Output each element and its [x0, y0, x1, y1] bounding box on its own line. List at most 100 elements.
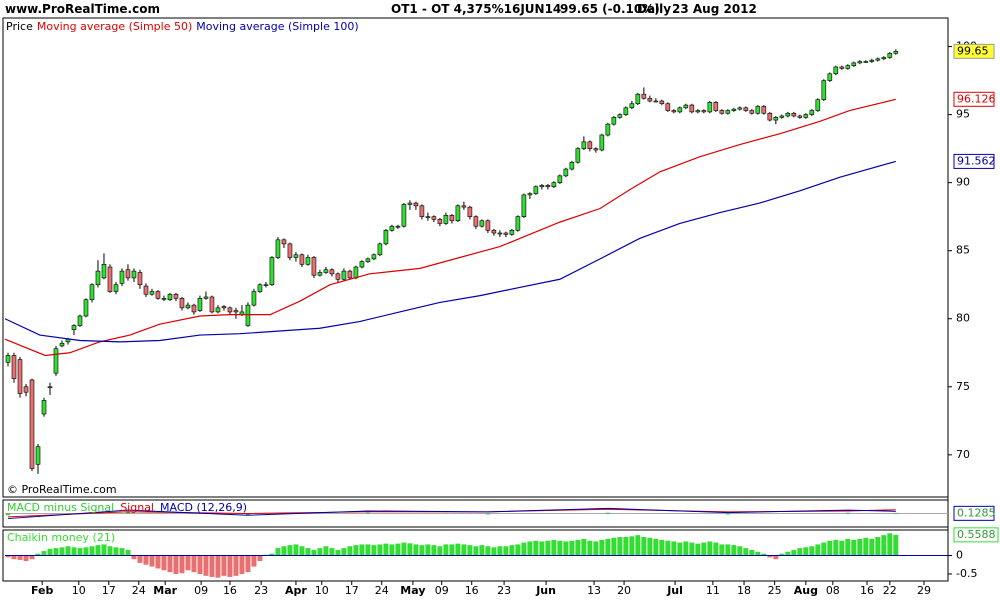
macd-bar — [893, 512, 898, 514]
candle-body — [785, 112, 791, 117]
y-tick-label: 85 — [956, 244, 970, 257]
candle-body — [299, 254, 305, 265]
candle-body — [647, 97, 653, 102]
chaikin-bar — [821, 542, 827, 556]
chaikin-bar — [629, 536, 635, 556]
chaikin-bar — [713, 542, 719, 556]
macd-bar — [365, 512, 370, 514]
candle-body — [59, 342, 65, 347]
x-tick-label: 23 — [254, 584, 268, 597]
candle-body — [425, 216, 431, 218]
chaikin-bar — [845, 538, 851, 556]
candle-body — [881, 57, 887, 60]
candle-body — [341, 270, 347, 280]
candle-body — [443, 215, 449, 224]
candle-body — [257, 284, 263, 292]
instrument-title: OT1 - OT 4,375%16JUN14 — [391, 2, 562, 16]
panel-legend: MACD minus Signal — [7, 501, 114, 514]
chaikin-bar — [635, 535, 641, 556]
candle-body — [857, 61, 863, 64]
chaikin-bar — [11, 555, 17, 560]
chaikin-bar — [353, 545, 359, 556]
candle-body — [773, 117, 779, 121]
chaikin-bar — [239, 555, 245, 574]
candle-body — [839, 66, 845, 69]
candle-body — [665, 103, 671, 111]
candle-body — [833, 66, 839, 75]
chaikin-bar — [833, 539, 839, 556]
chaikin-bar — [737, 546, 743, 556]
chaikin-bar — [863, 537, 869, 556]
panel-legend: Signal — [120, 501, 154, 514]
chaikin-bar — [167, 555, 173, 573]
chaikin-bar — [77, 548, 83, 556]
chaikin-bar — [707, 541, 713, 556]
chaikin-bar — [59, 547, 65, 556]
chaikin-bar — [461, 544, 467, 556]
candle-body — [473, 216, 479, 227]
chaikin-bar — [269, 553, 275, 556]
chaikin-bar — [785, 551, 791, 556]
candle-body — [767, 112, 773, 121]
chaikin-bar — [137, 555, 143, 563]
x-tick-label: 20 — [617, 584, 631, 597]
candle-body — [827, 73, 833, 81]
chaikin-bar — [23, 555, 29, 562]
candle-body — [557, 175, 563, 183]
chaikin-bar — [305, 548, 311, 556]
x-tick-label: 29 — [917, 584, 931, 597]
chaikin-bar — [53, 548, 59, 556]
moving-average-line — [4, 98, 896, 357]
chaikin-bar — [671, 541, 677, 556]
chaikin-bar — [407, 543, 413, 556]
chaikin-bar — [161, 555, 167, 571]
x-tick-label: Mar — [153, 584, 177, 597]
chaikin-bar — [881, 535, 887, 556]
chaikin-bar — [485, 546, 491, 556]
chaikin-bar — [857, 538, 863, 556]
chaikin-bar — [749, 549, 755, 556]
y-tick-label: -0.5 — [956, 567, 977, 580]
candle-body — [569, 161, 575, 170]
chaikin-bar — [173, 555, 179, 574]
candle-body — [515, 216, 521, 231]
macd-bar — [485, 513, 490, 515]
candle-body — [737, 107, 743, 110]
candle-body — [533, 186, 539, 194]
candle-body — [509, 229, 515, 235]
chaikin-bar — [725, 544, 731, 556]
candle-body — [329, 269, 335, 275]
chaikin-bar — [773, 555, 779, 560]
candle-body — [305, 257, 311, 265]
chaikin-bar — [503, 546, 509, 556]
x-tick-label: 16 — [860, 584, 874, 597]
candle-body — [491, 229, 497, 234]
value-tag-label: 0.1285 — [957, 506, 996, 519]
candle-body — [395, 225, 401, 228]
candle-body — [503, 232, 509, 235]
chaikin-bar — [689, 542, 695, 556]
chaikin-bar — [191, 555, 197, 573]
chaikin-bar — [233, 555, 239, 576]
candle-body — [605, 123, 611, 136]
chaikin-bar — [335, 549, 341, 556]
chaikin-bar — [377, 544, 383, 556]
chaikin-bar — [839, 540, 845, 556]
chaikin-bar — [311, 549, 317, 556]
chaikin-bar — [473, 546, 479, 556]
candle-body — [77, 315, 83, 326]
candle-body — [125, 269, 131, 279]
chaikin-bar — [71, 547, 77, 556]
candle-body — [41, 400, 47, 415]
chaikin-bar — [791, 549, 797, 556]
candle-body — [581, 141, 587, 149]
chaikin-bar — [875, 537, 881, 556]
candle-body — [497, 232, 503, 235]
chaikin-bar — [131, 555, 137, 560]
x-tick-label: 09 — [435, 584, 449, 597]
candle-body — [461, 205, 467, 208]
chaikin-bar — [257, 555, 263, 562]
candle-body — [113, 284, 119, 292]
candle-body — [719, 110, 725, 114]
